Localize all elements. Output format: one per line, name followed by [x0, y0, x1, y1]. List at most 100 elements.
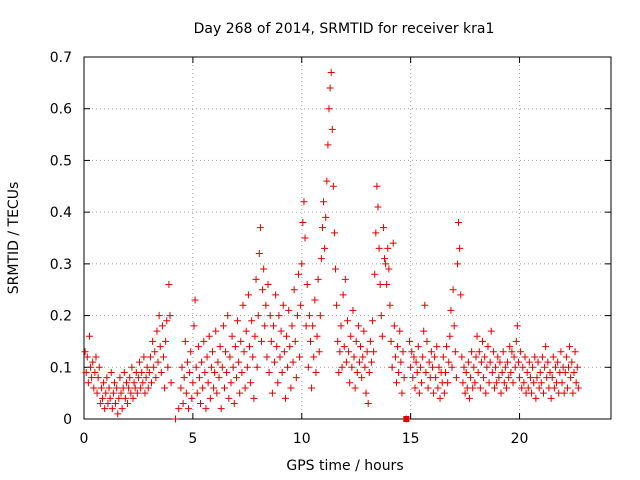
data-point	[303, 281, 311, 289]
data-point	[116, 374, 124, 382]
data-point	[481, 353, 489, 361]
data-point	[267, 337, 275, 345]
data-point	[272, 291, 280, 299]
data-point	[87, 363, 95, 371]
data-point	[277, 327, 285, 335]
data-point	[562, 353, 570, 361]
data-point	[286, 343, 294, 351]
data-point	[334, 337, 342, 345]
data-point	[573, 363, 581, 371]
data-point	[113, 384, 121, 392]
data-point	[104, 399, 112, 407]
data-point	[550, 384, 558, 392]
data-point	[353, 368, 361, 376]
data-point	[473, 332, 481, 340]
data-point	[570, 368, 578, 376]
data-point	[568, 358, 576, 366]
data-point	[394, 343, 402, 351]
data-point	[346, 379, 354, 387]
grid-lines	[84, 57, 611, 419]
data-point	[507, 368, 515, 376]
data-point	[485, 379, 493, 387]
data-point	[263, 353, 271, 361]
data-point	[283, 332, 291, 340]
data-point	[143, 363, 151, 371]
data-point	[231, 343, 239, 351]
data-point	[395, 368, 403, 376]
data-point	[260, 265, 268, 273]
data-point	[392, 379, 400, 387]
data-point	[537, 379, 545, 387]
data-point	[324, 141, 332, 149]
data-point	[452, 374, 460, 382]
data-point	[198, 358, 206, 366]
data-point	[549, 353, 557, 361]
data-point	[146, 353, 154, 361]
data-point	[289, 358, 297, 366]
data-point	[242, 327, 250, 335]
data-point	[163, 317, 171, 325]
data-point	[151, 348, 159, 356]
data-point	[521, 353, 529, 361]
data-point	[318, 224, 326, 232]
data-point	[204, 379, 212, 387]
data-point	[554, 358, 562, 366]
data-point	[450, 322, 458, 330]
data-point	[227, 379, 235, 387]
data-point	[364, 399, 372, 407]
data-point	[326, 84, 334, 92]
data-point	[175, 405, 183, 413]
data-point	[251, 332, 259, 340]
data-point	[410, 353, 418, 361]
data-point	[262, 301, 270, 309]
data-point	[546, 368, 554, 376]
data-point	[112, 399, 120, 407]
data-point	[265, 368, 273, 376]
data-point	[140, 353, 148, 361]
data-point	[99, 394, 107, 402]
data-point	[518, 384, 526, 392]
data-point	[469, 384, 477, 392]
data-point	[389, 239, 397, 247]
data-point	[128, 363, 136, 371]
data-point	[311, 296, 319, 304]
data-point	[340, 343, 348, 351]
data-point	[276, 353, 284, 361]
data-point	[471, 379, 479, 387]
data-point	[191, 296, 199, 304]
data-point	[523, 368, 531, 376]
data-point	[536, 368, 544, 376]
data-point	[468, 348, 476, 356]
data-point	[457, 291, 465, 299]
data-point	[124, 399, 132, 407]
data-point	[396, 327, 404, 335]
data-point	[385, 265, 393, 273]
data-point	[105, 384, 113, 392]
data-point	[379, 224, 387, 232]
data-point	[374, 203, 382, 211]
data-point	[274, 379, 282, 387]
data-point	[94, 374, 102, 382]
data-point	[418, 379, 426, 387]
data-point	[525, 358, 533, 366]
data-point	[574, 384, 582, 392]
data-point	[338, 363, 346, 371]
data-point	[542, 343, 550, 351]
data-point	[458, 353, 466, 361]
data-point	[371, 270, 379, 278]
data-point	[501, 363, 509, 371]
data-point	[275, 312, 283, 320]
data-point	[513, 322, 521, 330]
data-point	[541, 363, 549, 371]
y-tick-label: 0.5	[50, 153, 72, 169]
data-point	[89, 358, 97, 366]
data-point	[177, 384, 185, 392]
data-point	[206, 394, 214, 402]
data-point	[487, 327, 495, 335]
y-tick-label: 0.3	[50, 257, 72, 273]
data-point	[384, 244, 392, 252]
data-point	[339, 291, 347, 299]
data-point	[88, 374, 96, 382]
x-tick-label: 10	[293, 431, 311, 447]
data-point	[351, 384, 359, 392]
